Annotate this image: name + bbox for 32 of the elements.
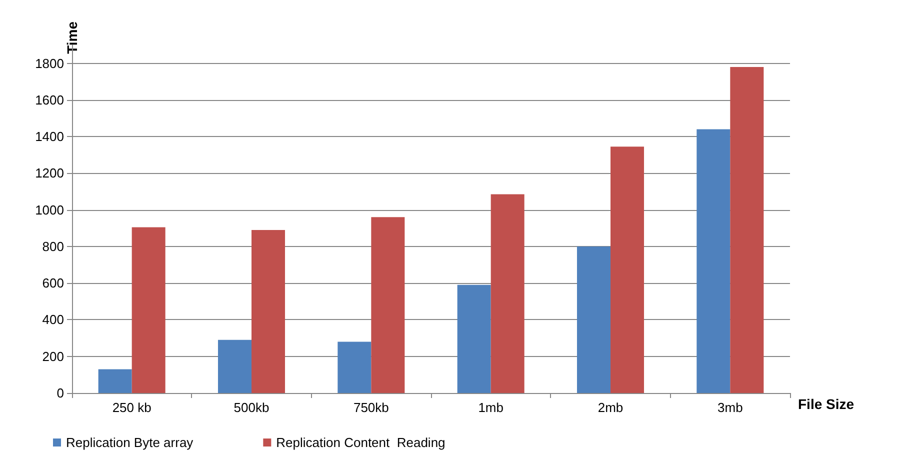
bar [218, 340, 252, 393]
y-tick-label: 1000 [35, 202, 64, 218]
x-axis-title: File Size [798, 396, 854, 412]
x-tick-label: 3mb [718, 400, 743, 415]
legend-label: Replication Content Reading [276, 435, 446, 450]
bar [338, 342, 372, 393]
bar [490, 194, 524, 393]
bar [252, 230, 286, 393]
bar [610, 146, 644, 393]
bar [132, 227, 166, 393]
y-tick-label: 0 [56, 386, 64, 400]
bar [730, 66, 764, 393]
x-tick-label: 250 kb [112, 400, 152, 415]
y-tick-label: 1800 [35, 56, 64, 71]
y-tick-label: 1600 [35, 92, 64, 108]
x-tick-label: 500kb [234, 400, 270, 415]
y-tick-label: 400 [42, 312, 64, 328]
y-axis-title: Time [64, 21, 80, 54]
bar [576, 246, 610, 393]
x-tick-label: 1mb [478, 400, 504, 415]
y-tick-label: 600 [42, 276, 64, 291]
bar [98, 369, 132, 393]
legend-label: Replication Byte array [66, 435, 194, 450]
y-tick-label: 800 [42, 238, 64, 254]
bar [371, 217, 405, 393]
y-tick-label: 1200 [35, 166, 64, 181]
y-tick-label: 200 [42, 348, 64, 364]
x-tick-label: 2mb [598, 400, 624, 415]
bar [457, 284, 491, 393]
x-tick-label: 750kb [353, 400, 389, 415]
bar [696, 129, 730, 393]
y-tick-label: 1400 [35, 129, 64, 144]
